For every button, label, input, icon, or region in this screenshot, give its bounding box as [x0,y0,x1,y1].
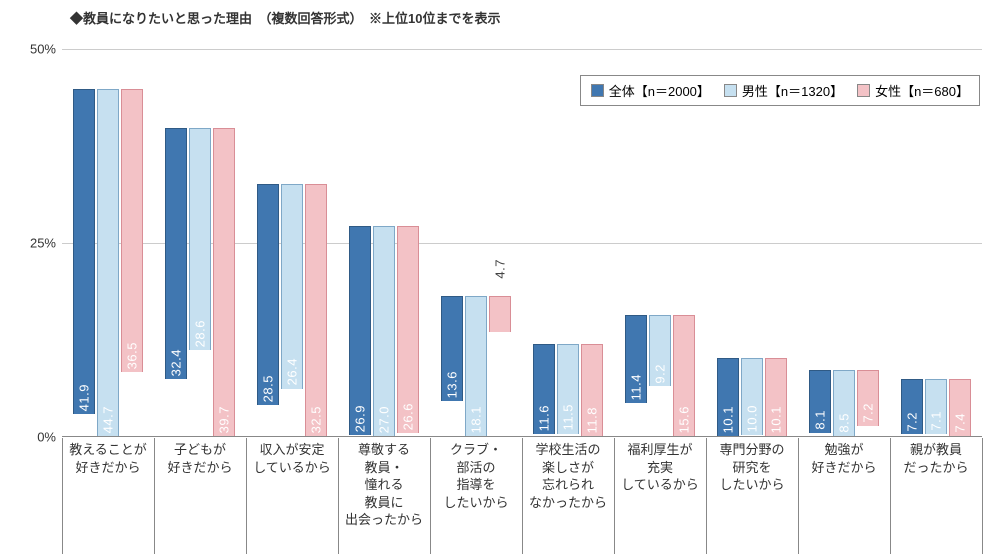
bar-value: 27.0 [377,406,392,433]
bar-value: 9.2 [653,364,668,384]
bar-value: 10.1 [721,406,736,433]
bar: 32.5 [305,184,327,436]
category-separator [982,438,983,554]
bar: 36.5 [121,89,143,372]
bar: 7.1 [925,379,947,434]
bar-value: 32.5 [309,406,324,433]
bar-group: 41.9 44.7 36.5 [73,89,143,436]
bar-value: 39.7 [217,406,232,433]
gridline [62,49,982,50]
bar: 11.8 [581,344,603,436]
bar-group: 11.6 11.5 11.8 [533,344,603,436]
bar: 44.7 [97,89,119,436]
bar: 11.4 [625,315,647,403]
bar: 39.7 [213,128,235,436]
bar-value: 26.9 [353,405,368,432]
bar: 28.6 [189,128,211,350]
bar: 41.9 [73,89,95,414]
bar: 8.1 [809,370,831,433]
bar-group: 11.4 9.2 15.6 [625,315,695,436]
x-tick-label: クラブ・ 部活の 指導を したいから [430,441,522,511]
bar-value: 18.1 [469,406,484,433]
bar-value: 15.6 [677,406,692,433]
bar-value: 28.6 [193,320,208,347]
bar-value: 8.1 [813,410,828,430]
bar: 28.5 [257,184,279,405]
bar: 27.0 [373,226,395,436]
bar: 7.2 [901,379,923,435]
legend-item: 女性【n＝680】 [857,81,969,100]
bar-value: 26.4 [285,358,300,385]
bar: 32.4 [165,128,187,379]
bar-group: 7.2 7.1 7.4 [901,379,971,436]
bar-value: 4.7 [493,259,508,279]
bar: 8.5 [833,370,855,436]
bar: 10.0 [741,358,763,436]
bar-value: 32.4 [169,349,184,376]
bar: 18.1 [465,296,487,436]
bar-value: 44.7 [101,406,116,433]
bar: 13.6 [441,296,463,402]
plot-area: 全体【n＝2000】男性【n＝1320】女性【n＝680】 0%25%50%41… [62,49,982,437]
bar: 4.7 [489,296,511,332]
legend-label: 女性【n＝680】 [875,81,969,100]
bar-group: 10.1 10.0 10.1 [717,358,787,436]
bar-value: 7.4 [953,413,968,433]
bar: 26.4 [281,184,303,389]
bar: 26.6 [397,226,419,432]
legend-swatch [857,84,870,97]
bar: 7.4 [949,379,971,436]
x-tick-label: 福利厚生が 充実 しているから [614,441,706,494]
bar-value: 11.5 [561,404,576,430]
bar-group: 13.6 18.1 4.7 [441,296,511,436]
bar-value: 11.4 [629,374,644,400]
bar-value: 28.5 [261,375,276,402]
bar-group: 8.1 8.5 7.2 [809,370,879,436]
legend: 全体【n＝2000】 男性【n＝1320】 女性【n＝680】 [580,75,980,106]
bar: 15.6 [673,315,695,436]
x-tick-label: 学校生活の 楽しさが 忘れられ なかったから [522,441,614,511]
legend-item: 男性【n＝1320】 [724,81,843,100]
x-axis-labels: 教えることが 好きだから子どもが 好きだから収入が安定 しているから尊敬する 教… [62,439,982,557]
y-tick-label: 50% [16,42,56,57]
bar-group: 32.4 28.6 39.7 [165,128,235,436]
bar-value: 11.8 [585,407,600,433]
x-tick-label: 子どもが 好きだから [154,441,246,476]
bar: 7.2 [857,370,879,426]
bar-value: 8.5 [837,413,852,433]
bar-value: 7.2 [905,412,920,432]
bar: 11.6 [533,344,555,434]
bar: 9.2 [649,315,671,386]
x-tick-label: 教えることが 好きだから [62,441,154,476]
y-tick-label: 25% [16,236,56,251]
bar: 26.9 [349,226,371,435]
x-tick-label: 勉強が 好きだから [798,441,890,476]
bar-value: 41.9 [77,384,92,411]
legend-label: 男性【n＝1320】 [742,81,843,100]
x-tick-label: 尊敬する 教員・ 憧れる 教員に 出会ったから [338,441,430,529]
bar-value: 7.2 [861,403,876,423]
bar-value: 10.0 [745,405,760,432]
y-tick-label: 0% [16,430,56,445]
bar-value: 26.6 [401,403,416,430]
bar-value: 36.5 [125,342,140,369]
bar-group: 26.9 27.0 26.6 [349,226,419,436]
x-tick-label: 収入が安定 しているから [246,441,338,476]
bar-value: 10.1 [769,406,784,433]
bar: 10.1 [717,358,739,436]
legend-swatch [591,84,604,97]
legend-label: 全体【n＝2000】 [609,81,710,100]
x-tick-label: 親が教員 だったから [890,441,982,476]
legend-swatch [724,84,737,97]
bar-value: 11.6 [537,405,552,431]
x-tick-label: 専門分野の 研究を したいから [706,441,798,494]
bar-group: 28.5 26.4 32.5 [257,184,327,436]
chart-title: ◆教員になりたいと思った理由 （複数回答形式） ※上位10位までを表示 [70,8,988,27]
bar-value: 13.6 [445,371,460,398]
bar: 11.5 [557,344,579,433]
bar-value: 7.1 [929,411,944,431]
bar: 10.1 [765,358,787,436]
legend-item: 全体【n＝2000】 [591,81,710,100]
chart-container: 全体【n＝2000】 男性【n＝1320】 女性【n＝680】 0% 25% 50% 41… [12,31,988,541]
